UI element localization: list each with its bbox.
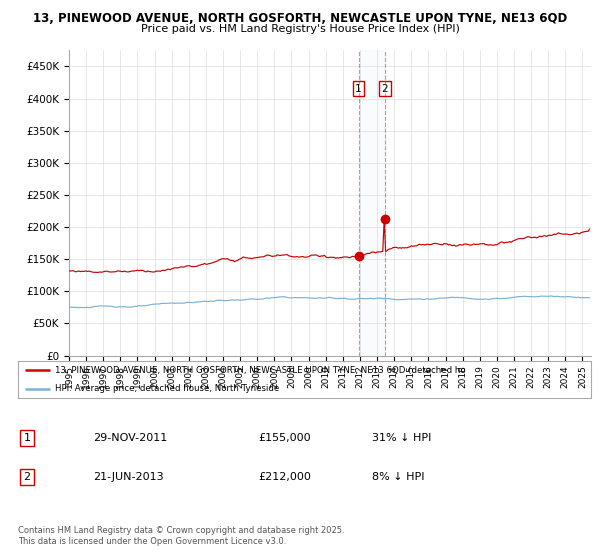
Text: 31% ↓ HPI: 31% ↓ HPI xyxy=(372,433,431,443)
Text: 2: 2 xyxy=(23,472,31,482)
Text: 29-NOV-2011: 29-NOV-2011 xyxy=(93,433,167,443)
Text: Price paid vs. HM Land Registry's House Price Index (HPI): Price paid vs. HM Land Registry's House … xyxy=(140,24,460,34)
Text: 21-JUN-2013: 21-JUN-2013 xyxy=(93,472,164,482)
Text: 1: 1 xyxy=(355,83,362,94)
Text: 13, PINEWOOD AVENUE, NORTH GOSFORTH, NEWCASTLE UPON TYNE, NE13 6QD (detached ho: 13, PINEWOOD AVENUE, NORTH GOSFORTH, NEW… xyxy=(55,366,466,375)
Text: 1: 1 xyxy=(23,433,31,443)
Bar xyxy=(359,50,385,356)
Text: £155,000: £155,000 xyxy=(258,433,311,443)
Text: 13, PINEWOOD AVENUE, NORTH GOSFORTH, NEWCASTLE UPON TYNE, NE13 6QD: 13, PINEWOOD AVENUE, NORTH GOSFORTH, NEW… xyxy=(33,12,567,25)
Text: 8% ↓ HPI: 8% ↓ HPI xyxy=(372,472,425,482)
Text: Contains HM Land Registry data © Crown copyright and database right 2025.
This d: Contains HM Land Registry data © Crown c… xyxy=(18,526,344,546)
Text: 2: 2 xyxy=(382,83,388,94)
Text: £212,000: £212,000 xyxy=(258,472,311,482)
Text: HPI: Average price, detached house, North Tyneside: HPI: Average price, detached house, Nort… xyxy=(55,384,280,393)
